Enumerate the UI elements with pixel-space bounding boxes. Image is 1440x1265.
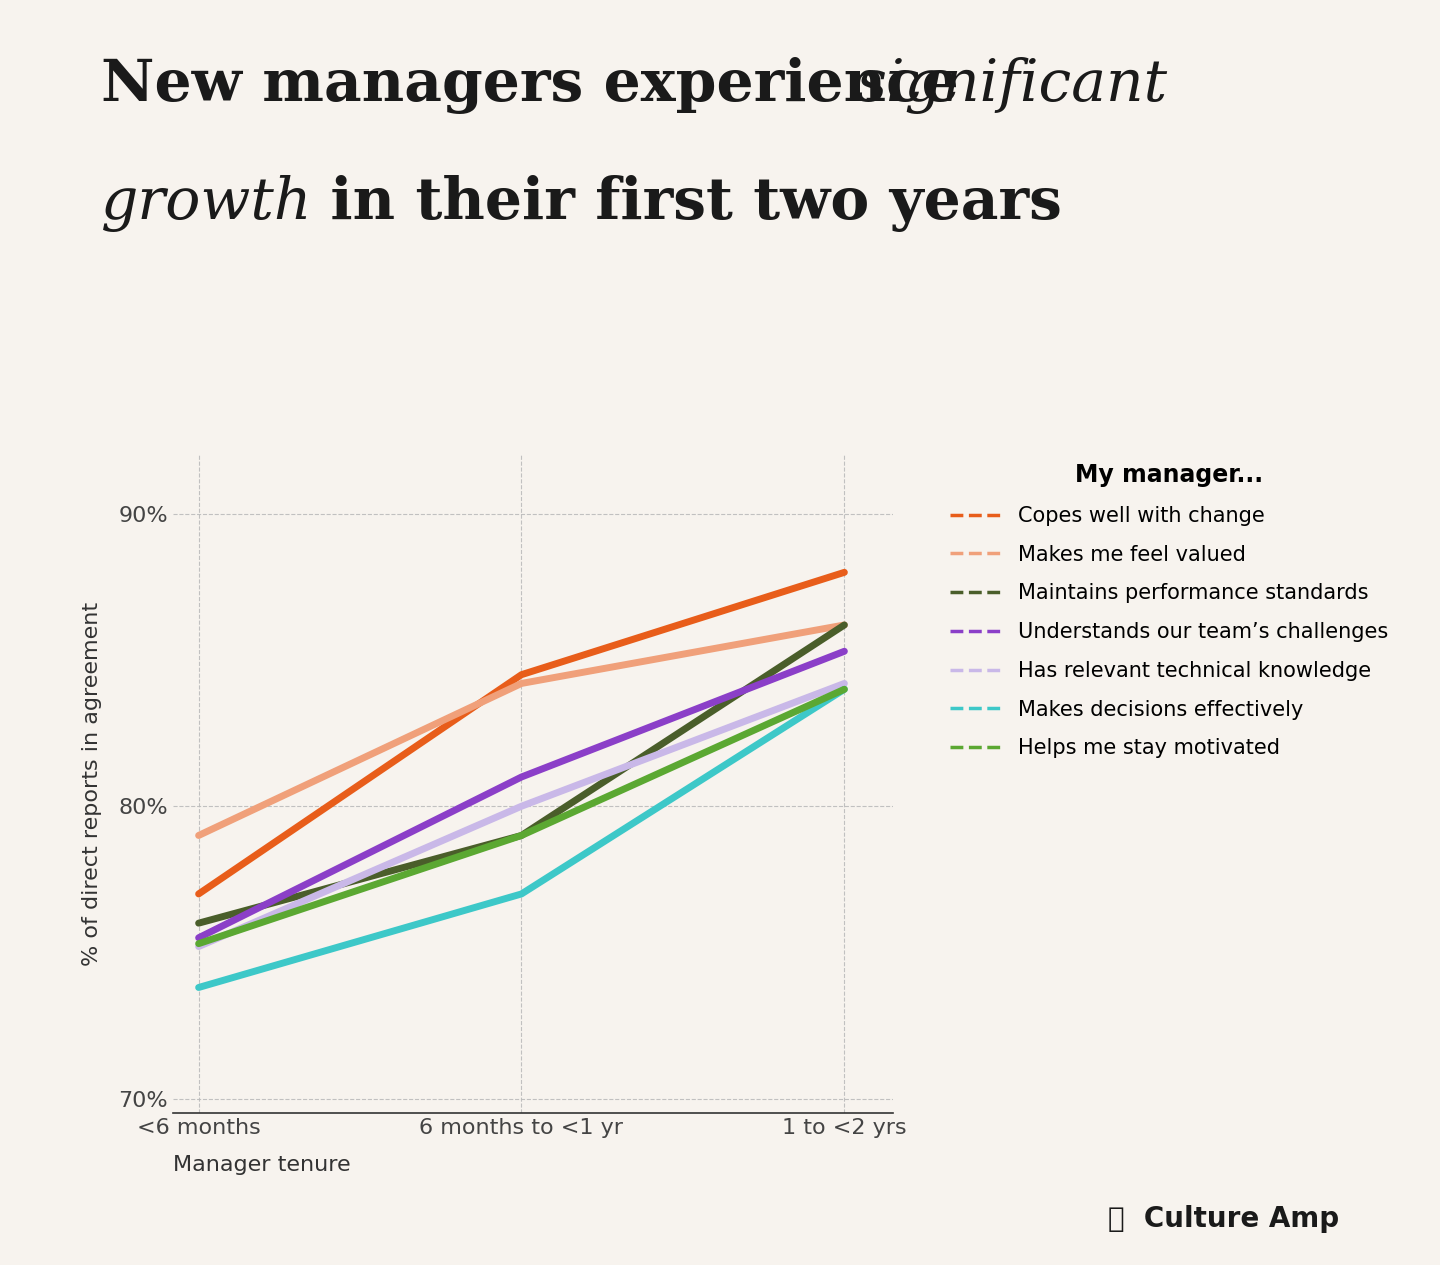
Y-axis label: % of direct reports in agreement: % of direct reports in agreement bbox=[82, 602, 102, 966]
Text: growth: growth bbox=[101, 175, 312, 231]
Text: in their first two years: in their first two years bbox=[310, 175, 1061, 231]
Text: Ⓒ  Culture Amp: Ⓒ Culture Amp bbox=[1107, 1206, 1339, 1233]
Text: New managers experience: New managers experience bbox=[101, 57, 979, 114]
Text: significant: significant bbox=[857, 57, 1168, 114]
Legend: Copes well with change, Makes me feel valued, Maintains performance standards, U: Copes well with change, Makes me feel va… bbox=[939, 453, 1400, 769]
X-axis label: Manager tenure: Manager tenure bbox=[173, 1155, 350, 1175]
